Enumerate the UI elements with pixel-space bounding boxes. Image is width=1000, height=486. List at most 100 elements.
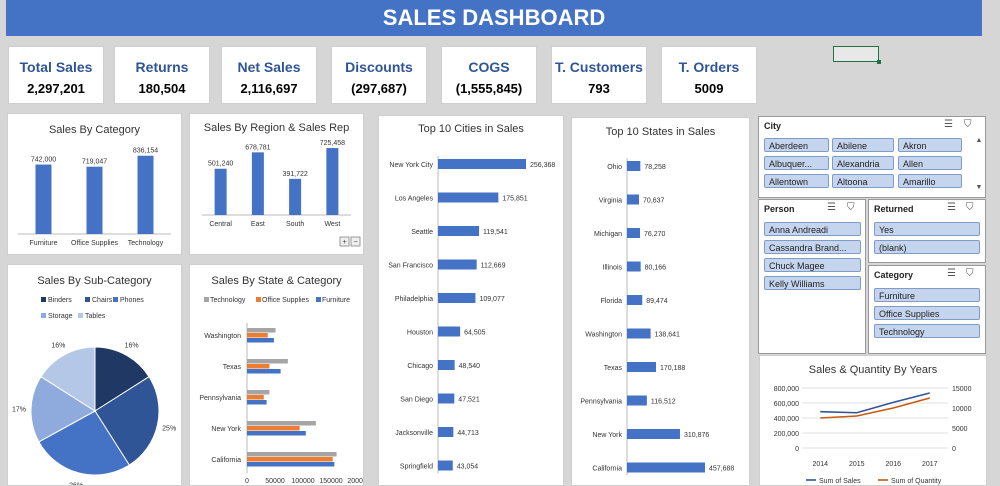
legend-swatch (41, 313, 46, 318)
tick-label: Washington (204, 333, 241, 340)
legend-entry: Tables (85, 313, 106, 320)
data-label: 116,512 (651, 399, 676, 406)
slicer-item[interactable]: Anna Andreadi (764, 222, 861, 236)
slicer-returned: Returned ☰ ⛉ Yes (blank) (868, 199, 986, 263)
multi-select-icon[interactable]: ☰ (947, 268, 956, 279)
data-label: 119,541 (483, 229, 508, 236)
slicer-item[interactable]: Alexandria (832, 156, 894, 170)
kpi-label: Net Sales (237, 59, 301, 75)
kpi-total-sales: Total Sales 2,297,201 (8, 46, 104, 104)
bar (247, 364, 270, 369)
clear-filter-icon[interactable]: ⛉ (964, 119, 972, 130)
legend-entry: Chairs (92, 297, 113, 304)
tick-label: Texas (604, 365, 623, 372)
data-label: 836,154 (133, 148, 158, 155)
slicer-item[interactable]: Chuck Magee (764, 258, 861, 272)
kpi-label: T. Orders (678, 59, 740, 75)
kpi-value: (297,687) (351, 81, 407, 96)
clear-filter-icon[interactable]: ⛉ (966, 202, 974, 213)
tick-label: Seattle (411, 229, 433, 236)
bar (627, 161, 641, 171)
slicer-item[interactable]: Furniture (874, 288, 980, 302)
slicer-item[interactable]: Amarillo (898, 174, 962, 188)
kpi-value: 2,297,201 (27, 81, 85, 96)
slicer-item[interactable]: Aberdeen (764, 138, 829, 152)
expand-icon (339, 236, 350, 247)
chart-sales-by-state-category[interactable]: Sales By State & Category Technology Offic… (189, 264, 364, 486)
collapse-icon-glyph: − (353, 239, 357, 246)
legend-swatch (256, 297, 261, 302)
data-label: 138,641 (655, 332, 680, 339)
tick-label: West (324, 221, 340, 228)
tick-label: New York (592, 432, 622, 439)
slicer-item[interactable]: Altoona (832, 174, 894, 188)
slicer-title: Person (764, 204, 795, 214)
tick-label: 2015 (849, 461, 865, 468)
slicer-scrollbar[interactable]: ▲ ▼ (975, 137, 983, 191)
data-label: 742,000 (31, 157, 56, 164)
bar (438, 393, 455, 404)
tick-label: South (286, 221, 304, 228)
pie-slice (94, 376, 160, 466)
slicer-item[interactable]: (blank) (874, 240, 980, 254)
legend-entry: Phones (120, 297, 144, 304)
kpi-value: 180,504 (138, 81, 186, 96)
slicer-item[interactable]: Kelly Williams (764, 276, 861, 290)
tick-label: Michigan (594, 231, 622, 238)
tick-label: Pennsylvania (580, 399, 622, 406)
multi-select-icon[interactable]: ☰ (944, 119, 953, 130)
bar (438, 259, 477, 270)
expand-icon-glyph: + (342, 239, 346, 246)
chart-sales-by-region[interactable]: Sales By Region & Sales Rep 501,240 Centra… (189, 113, 364, 255)
bar (326, 148, 339, 215)
bar (247, 421, 316, 426)
multi-select-icon[interactable]: ☰ (827, 202, 836, 213)
tick-label: 10000 (952, 406, 972, 413)
slicer-item[interactable]: Akron (898, 138, 962, 152)
bar (247, 328, 276, 333)
tick-label: Pennsylvania (199, 395, 241, 402)
tick-label: 2017 (922, 461, 938, 468)
tick-label: 200000 (347, 478, 363, 485)
chart-sales-by-subcategory[interactable]: Sales By Sub-Category Binders Chairs Phones… (7, 264, 182, 486)
slicer-item[interactable]: Office Supplies (874, 306, 980, 320)
kpi-value: 5009 (694, 81, 724, 96)
legend-entry: Technology (210, 297, 246, 304)
bar (247, 390, 270, 395)
slicer-title: City (764, 121, 782, 131)
bar (438, 360, 455, 370)
tick-label: 0 (952, 446, 956, 453)
chart-sales-quantity-years[interactable]: Sales & Quantity By Years 0 200,000 400,000… (759, 355, 987, 486)
data-label: 457,688 (709, 466, 734, 473)
tick-label: Virginia (599, 198, 622, 205)
pie-slice (94, 346, 150, 412)
data-label: 44,713 (457, 430, 479, 437)
slicer-item[interactable]: Allen (898, 156, 962, 170)
data-label: 109,077 (479, 296, 504, 303)
kpi-label: T. Customers (555, 59, 643, 75)
slicer-item[interactable]: Allentown (764, 174, 829, 188)
slicer-title: Returned (874, 204, 914, 214)
slicer-item[interactable]: Abilene (832, 138, 894, 152)
clear-filter-icon[interactable]: ⛉ (966, 268, 974, 279)
legend-entry: Sum of Sales (819, 478, 861, 485)
selected-cell[interactable] (833, 46, 881, 64)
data-label: 256,368 (530, 162, 555, 169)
legend-swatch (113, 297, 118, 302)
slicer-item[interactable]: Technology (874, 324, 980, 338)
slicer-item[interactable]: Cassandra Brand... (764, 240, 861, 254)
chart-sales-by-category[interactable]: Sales By Category 742,000 Furniture 719,047… (7, 113, 182, 255)
slicer-item[interactable]: Albuquer... (764, 156, 829, 170)
clear-filter-icon[interactable]: ⛉ (847, 202, 855, 213)
chart-top-cities[interactable]: Top 10 Cities in Sales New York City 256,3… (378, 115, 564, 486)
legend-entry: Sum of Quantity (891, 478, 942, 485)
tick-label: 150000 (319, 478, 342, 485)
slicer-item[interactable]: Yes (874, 222, 980, 236)
multi-select-icon[interactable]: ☰ (947, 202, 956, 213)
legend-entry: Furniture (322, 297, 350, 304)
chart-top-states[interactable]: Top 10 States in Sales Ohio 78,258 Virginia… (571, 117, 750, 486)
tick-label: Chicago (407, 363, 433, 370)
bar (627, 194, 640, 205)
pie-slice (38, 410, 130, 476)
data-label: 719,047 (82, 159, 107, 166)
